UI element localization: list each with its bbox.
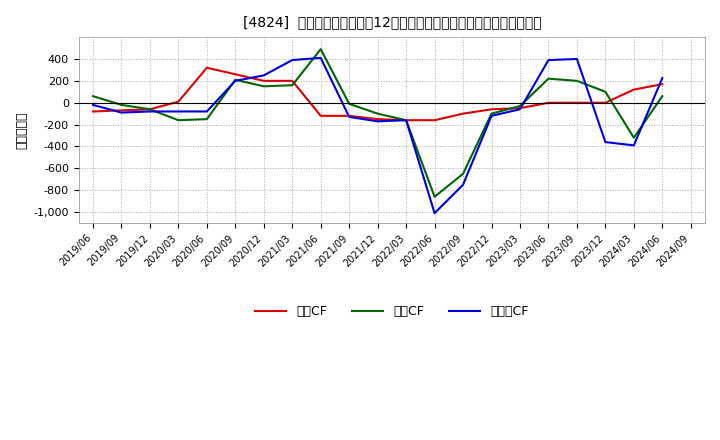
フリーCF	[145, 109, 154, 114]
営業CF	[316, 113, 325, 118]
営業CF	[202, 65, 211, 70]
投賄CF	[658, 94, 667, 99]
フリーCF	[402, 117, 410, 123]
フリーCF	[259, 73, 268, 78]
フリーCF	[117, 110, 126, 115]
フリーCF	[316, 55, 325, 61]
投賄CF	[572, 78, 581, 84]
営業CF	[487, 106, 496, 112]
営業CF	[231, 72, 240, 77]
営業CF	[345, 113, 354, 118]
投賄CF	[231, 77, 240, 82]
フリーCF	[288, 58, 297, 63]
フリーCF	[345, 114, 354, 120]
営業CF	[145, 106, 154, 112]
投賄CF	[202, 117, 211, 122]
営業CF	[89, 109, 97, 114]
営業CF	[174, 99, 183, 104]
フリーCF	[174, 109, 183, 114]
Line: 営業CF: 営業CF	[93, 68, 662, 120]
投賄CF	[259, 84, 268, 89]
営業CF	[629, 87, 638, 92]
営業CF	[658, 81, 667, 87]
投賄CF	[174, 117, 183, 123]
フリーCF	[459, 182, 467, 187]
Title: [4824]  キャッシュフローの12か月移動合計の対前年同期増減額の推移: [4824] キャッシュフローの12か月移動合計の対前年同期増減額の推移	[243, 15, 541, 29]
フリーCF	[431, 210, 439, 216]
Y-axis label: （百万円）: （百万円）	[15, 111, 28, 149]
投賄CF	[316, 47, 325, 52]
営業CF	[259, 78, 268, 84]
営業CF	[601, 100, 610, 105]
営業CF	[374, 117, 382, 122]
フリーCF	[231, 78, 240, 84]
フリーCF	[572, 56, 581, 62]
投賄CF	[487, 111, 496, 116]
フリーCF	[544, 58, 553, 63]
投賄CF	[374, 111, 382, 116]
営業CF	[516, 106, 524, 111]
投賄CF	[431, 194, 439, 199]
投賄CF	[288, 83, 297, 88]
投賄CF	[629, 135, 638, 140]
フリーCF	[487, 113, 496, 118]
営業CF	[117, 108, 126, 113]
投賄CF	[89, 94, 97, 99]
Line: フリーCF: フリーCF	[93, 58, 662, 213]
フリーCF	[89, 102, 97, 107]
営業CF	[544, 100, 553, 105]
Legend: 営業CF, 投賄CF, フリーCF: 営業CF, 投賄CF, フリーCF	[250, 300, 534, 323]
営業CF	[572, 100, 581, 105]
フリーCF	[516, 106, 524, 112]
投賄CF	[402, 117, 410, 123]
フリーCF	[629, 143, 638, 148]
投賄CF	[117, 102, 126, 107]
投賄CF	[544, 76, 553, 81]
投賄CF	[601, 89, 610, 95]
投賄CF	[516, 103, 524, 109]
フリーCF	[202, 109, 211, 114]
営業CF	[402, 117, 410, 123]
投賄CF	[145, 106, 154, 112]
フリーCF	[601, 139, 610, 145]
投賄CF	[345, 101, 354, 106]
Line: 投賄CF: 投賄CF	[93, 49, 662, 197]
投賄CF	[459, 171, 467, 176]
フリーCF	[374, 119, 382, 124]
営業CF	[288, 78, 297, 84]
フリーCF	[658, 76, 667, 81]
営業CF	[459, 111, 467, 116]
営業CF	[431, 117, 439, 123]
